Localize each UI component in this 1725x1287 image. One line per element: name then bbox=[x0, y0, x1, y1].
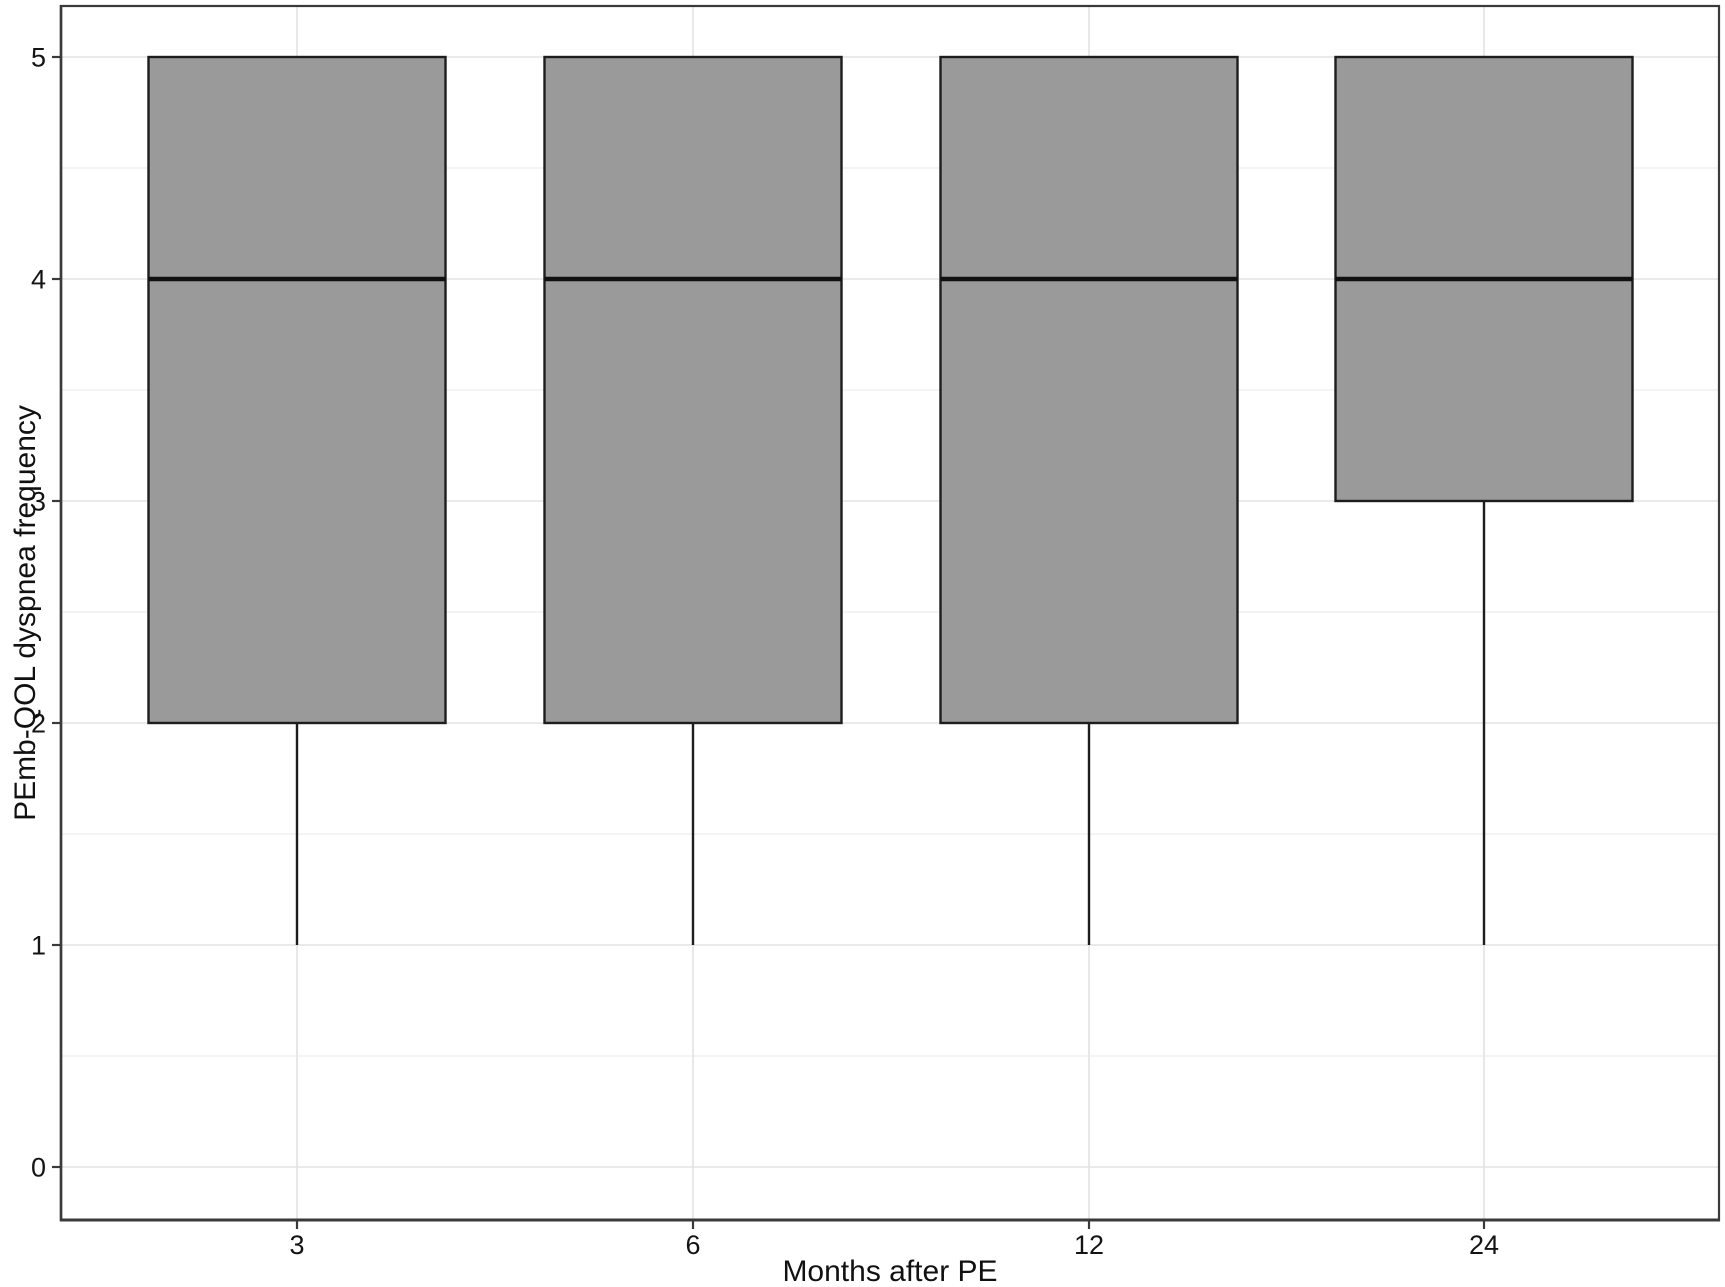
x-tick-label: 3 bbox=[289, 1230, 304, 1260]
box-rect bbox=[147, 55, 447, 725]
x-axis-title: Months after PE bbox=[782, 1255, 998, 1287]
x-tick-label: 12 bbox=[1074, 1230, 1104, 1260]
y-tick-label: 3 bbox=[31, 487, 46, 517]
x-tick-label: 6 bbox=[685, 1230, 700, 1260]
box-rect bbox=[543, 55, 843, 725]
y-tick-label: 2 bbox=[31, 709, 46, 739]
y-axis-title: PEmb-QOL dyspnea frequency bbox=[9, 405, 42, 821]
box-rect bbox=[939, 55, 1239, 725]
y-tick-label: 5 bbox=[31, 43, 46, 73]
y-tick-label: 1 bbox=[31, 931, 46, 961]
y-tick-label: 4 bbox=[31, 265, 46, 295]
x-tick-label: 24 bbox=[1469, 1230, 1499, 1260]
y-tick-label: 0 bbox=[31, 1153, 46, 1183]
